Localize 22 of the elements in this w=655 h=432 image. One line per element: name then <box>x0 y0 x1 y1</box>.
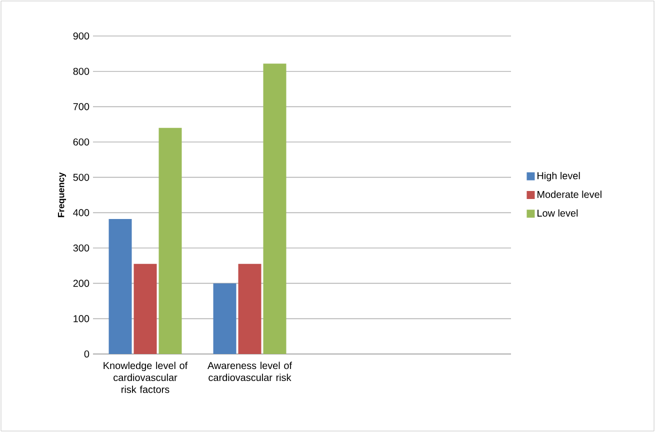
y-tick-label: 700 <box>73 103 90 110</box>
x-tick-label: Knowledge level of cardiovascular risk factors <box>104 362 188 393</box>
y-tick-label: 200 <box>73 280 90 287</box>
legend-label: Moderate level <box>538 190 602 198</box>
bar <box>213 283 236 354</box>
y-tick-label: 800 <box>73 68 90 75</box>
bar <box>263 64 286 354</box>
y-tick-label: 0 <box>84 350 90 358</box>
y-tick-label: 500 <box>73 174 90 181</box>
y-tick-label: 400 <box>73 209 90 216</box>
bar <box>158 128 182 354</box>
y-axis-title: Frequency <box>58 172 66 218</box>
legend-label: Low level <box>538 209 578 217</box>
y-tick-label: 600 <box>73 138 90 146</box>
y-tick-label: 900 <box>73 32 90 40</box>
y-tick-label: 100 <box>74 315 90 322</box>
legend-label: High level <box>538 172 580 182</box>
x-tick-label: Awareness level of cardiovascular risk <box>207 362 292 382</box>
bar <box>108 219 132 354</box>
y-tick-label: 300 <box>73 244 90 252</box>
bar <box>238 264 262 354</box>
bar <box>134 264 157 354</box>
